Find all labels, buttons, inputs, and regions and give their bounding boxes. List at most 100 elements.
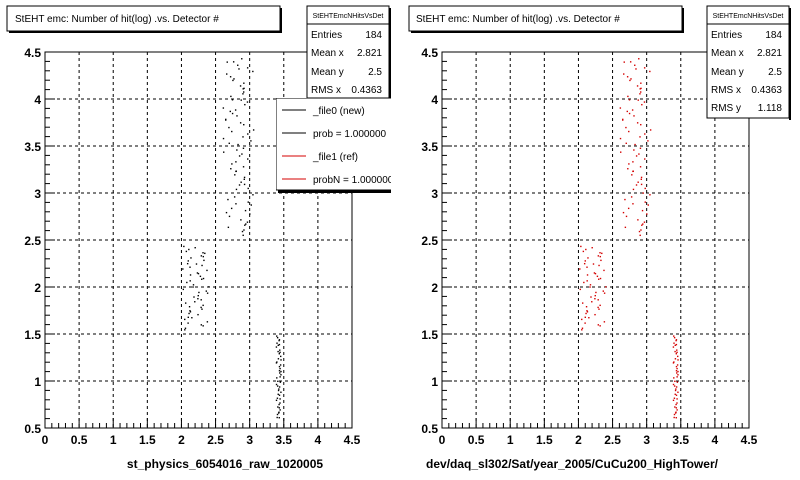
y-tick-label: 2.5 (421, 234, 438, 248)
data-point (280, 359, 282, 361)
left-stats-box: StEHTEmcNHitsVsDet Entries 184 Mean x 2.… (306, 5, 391, 100)
data-point (628, 99, 631, 101)
data-point (192, 286, 194, 288)
right-y-ticks: 0.5 1 1.5 2 2.5 3 3.5 4 4.5 (421, 46, 452, 436)
y-tick-label: 4.5 (24, 46, 41, 60)
data-point (640, 176, 643, 179)
data-point (626, 76, 629, 78)
left-stats-entries-value: 184 (365, 30, 382, 41)
data-point (279, 364, 282, 366)
data-point (582, 250, 585, 253)
data-point (193, 296, 195, 298)
data-point (581, 329, 583, 331)
data-point (598, 308, 600, 310)
data-point (634, 64, 636, 66)
data-point (599, 255, 602, 258)
data-point (242, 88, 244, 90)
data-point (279, 367, 281, 370)
data-point (676, 349, 678, 351)
data-point (225, 211, 228, 214)
data-point (240, 219, 242, 221)
data-point (246, 67, 249, 69)
data-point (278, 386, 281, 388)
y-tick-label: 2 (431, 281, 438, 295)
data-point (646, 213, 648, 215)
data-point (587, 257, 589, 259)
data-point (675, 394, 678, 396)
data-point (240, 99, 242, 101)
right-points (579, 58, 679, 419)
y-tick-label: 0.5 (24, 422, 41, 436)
data-point (634, 143, 636, 146)
data-point (199, 275, 202, 278)
x-tick-label: 1.5 (139, 433, 156, 447)
data-point (591, 247, 593, 249)
right-stats-meanx-value: 2.821 (757, 48, 782, 59)
data-point (636, 122, 639, 124)
data-point (230, 95, 232, 98)
right-title: StEHT emc: Number of hit(log) .vs. Detec… (416, 14, 620, 25)
data-point (637, 99, 639, 101)
data-point (276, 377, 278, 379)
data-point (188, 306, 191, 308)
data-point (632, 203, 634, 205)
data-point (674, 344, 676, 346)
data-point (279, 398, 281, 400)
data-point (597, 324, 600, 326)
data-point (672, 362, 675, 364)
data-point (231, 112, 234, 115)
data-point (279, 351, 281, 354)
data-point (586, 280, 588, 282)
data-point (623, 73, 625, 75)
data-point (591, 301, 593, 303)
data-point (584, 260, 586, 262)
data-point (194, 301, 196, 303)
data-point (242, 234, 244, 237)
data-point (222, 107, 225, 109)
data-point (581, 302, 584, 304)
data-point (586, 310, 588, 312)
data-point (200, 299, 202, 301)
data-point (278, 365, 281, 368)
data-point (239, 122, 242, 124)
data-point (247, 158, 249, 160)
data-point (187, 260, 189, 262)
data-point (581, 318, 583, 321)
data-point (243, 176, 246, 179)
x-tick-label: 2 (575, 433, 582, 447)
data-point (185, 250, 188, 253)
data-point (228, 215, 231, 218)
x-tick-label: 4 (315, 433, 322, 447)
x-tick-label: 1 (507, 433, 514, 447)
x-tick-label: 2.5 (207, 433, 224, 447)
data-point (280, 374, 282, 376)
data-point (590, 296, 592, 298)
right-stats-rmsy-label: RMS y (711, 103, 741, 114)
data-point (631, 109, 634, 111)
data-point (208, 286, 210, 288)
data-point (632, 161, 634, 163)
right-stats-name: StEHTEmcNHitsVsDet (713, 13, 784, 20)
x-tick-label: 3.5 (672, 433, 689, 447)
data-point (603, 269, 605, 272)
data-point (630, 78, 632, 80)
data-point (674, 406, 676, 408)
x-tick-label: 2.5 (604, 433, 621, 447)
right-stats-rmsx-label: RMS x (711, 85, 741, 96)
y-tick-label: 1 (34, 375, 41, 389)
data-point (277, 389, 280, 392)
data-point (236, 115, 238, 117)
data-point (243, 183, 246, 186)
data-point (599, 252, 601, 254)
left-stats-rmsx-label: RMS x (311, 85, 341, 96)
data-point (673, 361, 675, 363)
data-point (276, 335, 278, 337)
data-point (202, 252, 204, 254)
data-point (676, 367, 678, 370)
legend-label-ref: _file1 (ref) (312, 152, 358, 163)
data-point (276, 361, 278, 363)
data-point (639, 234, 641, 237)
x-tick-label: 3 (643, 433, 650, 447)
data-point (235, 188, 238, 191)
left-points (182, 58, 282, 419)
